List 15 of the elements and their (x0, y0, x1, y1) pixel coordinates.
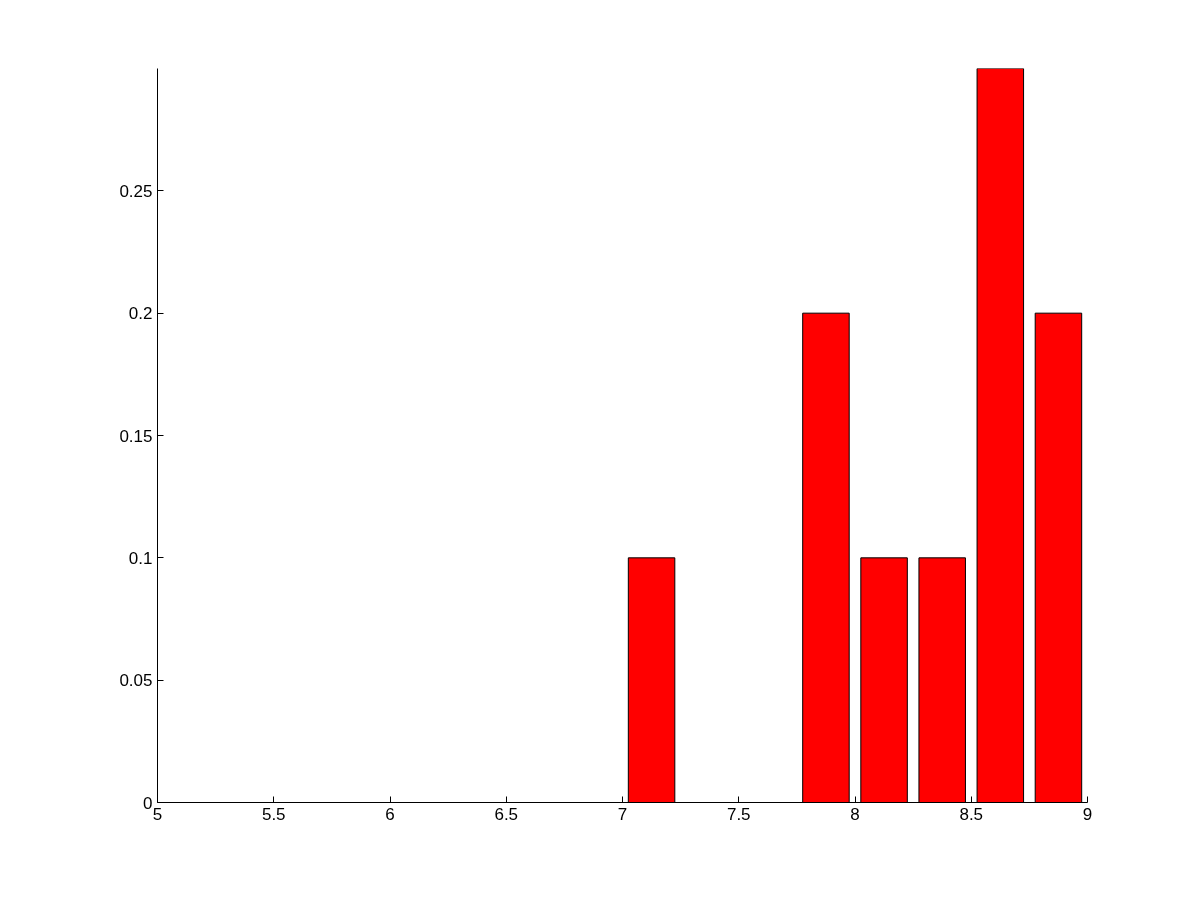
x-tick-label: 8 (850, 804, 860, 824)
x-tick-label: 7.5 (726, 804, 751, 824)
y-tick-label: 0.25 (119, 181, 153, 201)
y-tick-label: 0 (143, 793, 153, 813)
y-tick-label: 0.15 (119, 426, 153, 446)
x-tick-label: 6.5 (494, 804, 519, 824)
x-tick-label: 8.5 (959, 804, 984, 824)
x-tick-label: 6 (385, 804, 395, 824)
x-tick-label: 9 (1082, 804, 1093, 824)
x-tick-label: 7 (617, 804, 628, 824)
y-tick-label: 0.05 (119, 671, 153, 691)
x-tick-label: 5 (152, 804, 163, 824)
y-tick-label: 0.1 (128, 548, 153, 568)
x-tick-label: 5.5 (261, 804, 286, 824)
y-tick-label: 0.2 (128, 304, 153, 324)
